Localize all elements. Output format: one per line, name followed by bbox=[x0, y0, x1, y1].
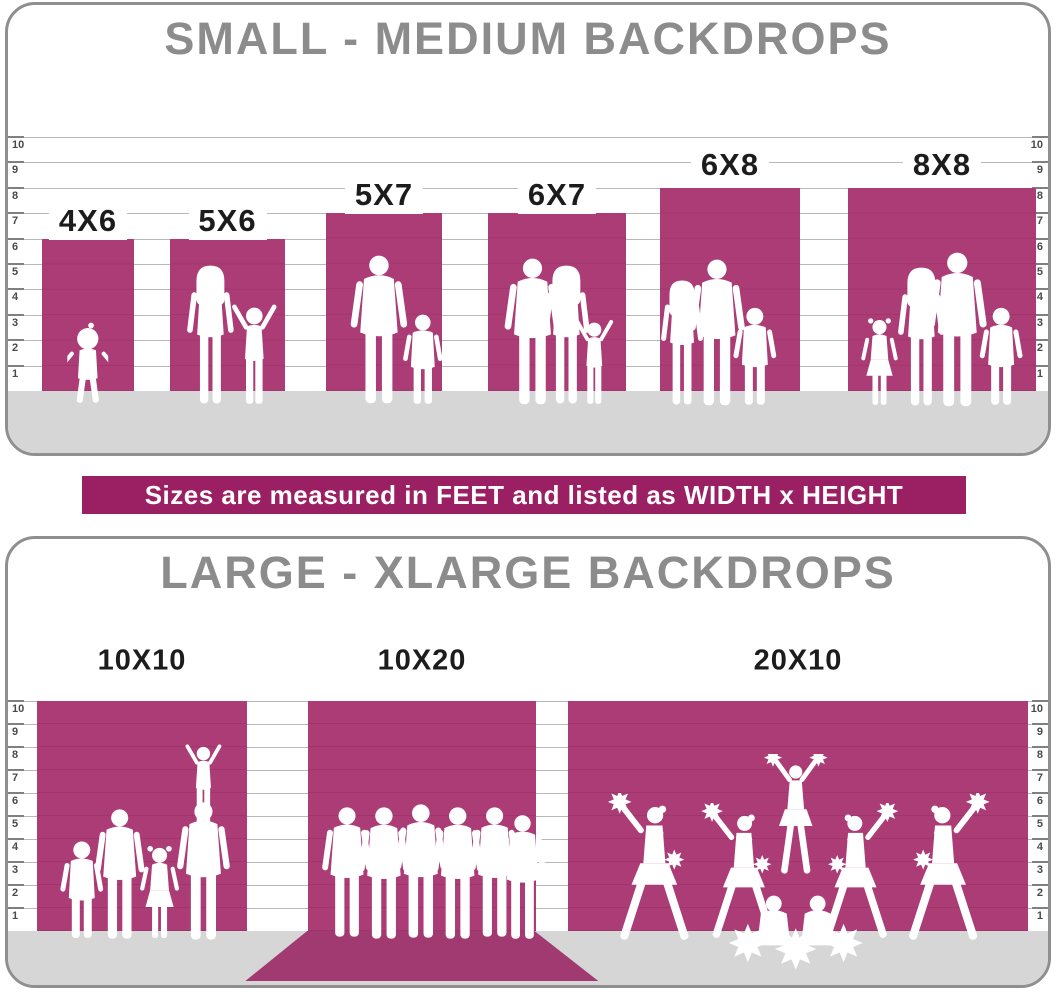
ruler-tick-label: 6 bbox=[12, 240, 19, 253]
floor-strip bbox=[8, 931, 1048, 985]
ruler-tick-label: 1 bbox=[12, 367, 19, 380]
ruler-tick-label: 1 bbox=[1036, 367, 1043, 380]
backdrop-rect-5x6 bbox=[170, 238, 285, 391]
backdrop-rect-5x7 bbox=[326, 213, 442, 391]
ruler-line bbox=[8, 161, 1048, 164]
ruler-tick-label: 3 bbox=[1036, 864, 1043, 876]
ruler-tick-label: 3 bbox=[12, 316, 19, 329]
ruler-tick-label: 2 bbox=[1036, 887, 1043, 899]
ruler-tick-label: 6 bbox=[12, 795, 19, 807]
ruler-tick-label: 7 bbox=[1036, 215, 1043, 228]
small-medium-title: SMALL - MEDIUM BACKDROPS bbox=[164, 13, 892, 64]
ruler-tick-label: 1 bbox=[12, 910, 19, 922]
backdrop-size-label: 4X6 bbox=[48, 202, 128, 240]
large-xlarge-panel: LARGE - XLARGE BACKDROPS bbox=[5, 536, 1051, 988]
backdrop-rect-20x10 bbox=[568, 701, 1028, 931]
ruler-tick-label: 4 bbox=[12, 291, 19, 304]
ruler-tick-label: 4 bbox=[1036, 841, 1043, 853]
backdrop-rect-8x8 bbox=[848, 187, 1036, 391]
ruler-tick-label: 5 bbox=[1036, 818, 1043, 830]
ruler-tick-label: 5 bbox=[12, 818, 19, 830]
ruler-tick-label: 8 bbox=[1036, 749, 1043, 761]
ruler-tick-label: 7 bbox=[12, 215, 19, 228]
ruler-tick-label: 5 bbox=[12, 266, 19, 278]
ruler-tick-label: 10 bbox=[1030, 703, 1043, 715]
ruler-tick-label: 1 bbox=[1036, 910, 1043, 922]
ruler-tick-label: 8 bbox=[12, 189, 19, 202]
ruler-tick-label: 9 bbox=[1036, 726, 1043, 738]
backdrop-size-label: 10X20 bbox=[367, 643, 477, 679]
ruler-tick-label: 4 bbox=[12, 841, 19, 853]
backdrop-rect-10x10 bbox=[37, 701, 247, 931]
ruler-tick-label: 9 bbox=[12, 726, 19, 738]
backdrop-rect-6x8 bbox=[660, 187, 800, 391]
backdrop-size-label: 10X10 bbox=[87, 643, 197, 679]
large-xlarge-title: LARGE - XLARGE BACKDROPS bbox=[160, 547, 896, 598]
ruler-tick-label: 6 bbox=[1036, 795, 1043, 807]
small-medium-panel: SMALL - MEDIUM BACKDROPS 1 1 2 2 3 3 4 4 5 5 bbox=[5, 2, 1051, 456]
ruler-tick-label: 6 bbox=[1036, 240, 1043, 253]
backdrop-rect-10x20 bbox=[308, 701, 536, 931]
ruler-tick-label: 9 bbox=[1036, 164, 1043, 177]
ruler-tick-label: 4 bbox=[1036, 291, 1043, 304]
ruler-tick-label: 2 bbox=[1036, 342, 1043, 355]
ruler-tick-label: 3 bbox=[1036, 316, 1043, 329]
ruler-tick-label: 3 bbox=[12, 864, 19, 876]
backdrop-size-label: 5X6 bbox=[188, 202, 267, 240]
small-medium-scene: 1 1 2 2 3 3 4 4 5 5 6 6 7 7 8 8 9 9 10 10 4X6 5X6 5X7 6X7 6X8 8X8 bbox=[8, 5, 1048, 453]
ruler-tick-label: 7 bbox=[1036, 772, 1043, 784]
ruler-tick-label: 7 bbox=[12, 772, 19, 784]
ruler-tick-label: 8 bbox=[12, 749, 19, 761]
backdrop-size-label: 6X7 bbox=[517, 176, 597, 214]
backdrop-rect-4x6 bbox=[42, 238, 134, 391]
backdrop-rect-6x7 bbox=[488, 213, 626, 391]
ruler-tick-label: 10 bbox=[12, 703, 25, 715]
ruler-tick-label: 10 bbox=[1030, 139, 1043, 151]
ruler-tick-label: 9 bbox=[12, 164, 19, 177]
ruler-tick-label: 2 bbox=[12, 887, 19, 899]
ruler-tick-label: 10 bbox=[12, 139, 25, 151]
measurement-banner: Sizes are measured in FEET and listed as… bbox=[82, 476, 966, 514]
measurement-banner-text: Sizes are measured in FEET and listed as… bbox=[144, 479, 904, 510]
backdrop-size-label: 6X8 bbox=[690, 146, 770, 184]
floor-strip bbox=[8, 391, 1048, 453]
ruler-tick-label: 8 bbox=[1036, 189, 1043, 202]
ruler-tick-label: 5 bbox=[1036, 266, 1043, 278]
backdrop-size-label: 5X7 bbox=[344, 176, 424, 214]
ruler-tick-label: 2 bbox=[12, 342, 19, 355]
backdrop-size-label: 8X8 bbox=[902, 146, 982, 184]
ruler-line bbox=[8, 136, 1048, 138]
backdrop-size-label: 20X10 bbox=[743, 643, 853, 679]
large-xlarge-scene: 1 1 2 2 3 3 4 4 5 5 6 6 7 7 8 8 9 9 10 10 10X10 10X20 20X10 bbox=[8, 539, 1048, 985]
